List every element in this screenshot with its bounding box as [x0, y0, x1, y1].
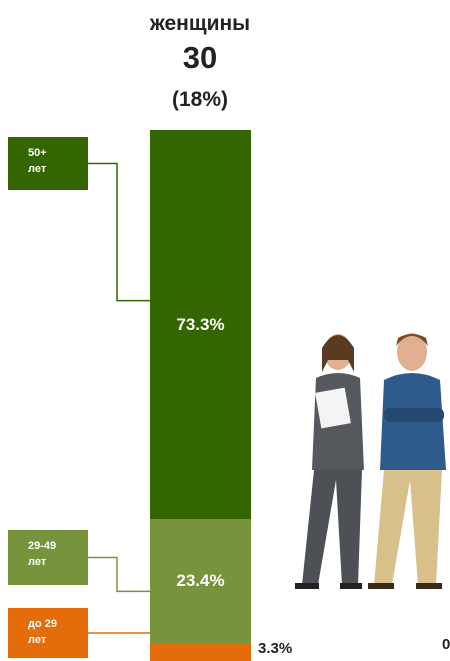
legend-box: 50+ лет [8, 137, 88, 190]
value-label: 23.4% [176, 571, 225, 591]
value-label: 3.3% [258, 640, 293, 658]
share-annotation: (18%) [171, 88, 229, 111]
legend-box: 29-49 лет [8, 530, 88, 585]
legend-box: до 29 лет [8, 608, 88, 658]
woman-figure [295, 334, 364, 589]
subtitle: 30 [182, 40, 218, 75]
connector-line [88, 556, 150, 593]
side-annotation: 0 [442, 636, 450, 653]
value-label: 73.3% [176, 314, 225, 334]
title: женщины [149, 12, 251, 35]
man-figure [368, 333, 446, 589]
bar-segment [150, 130, 251, 520]
bar-segment [150, 519, 251, 644]
bar-segment [150, 643, 251, 661]
connector-line [88, 162, 150, 302]
